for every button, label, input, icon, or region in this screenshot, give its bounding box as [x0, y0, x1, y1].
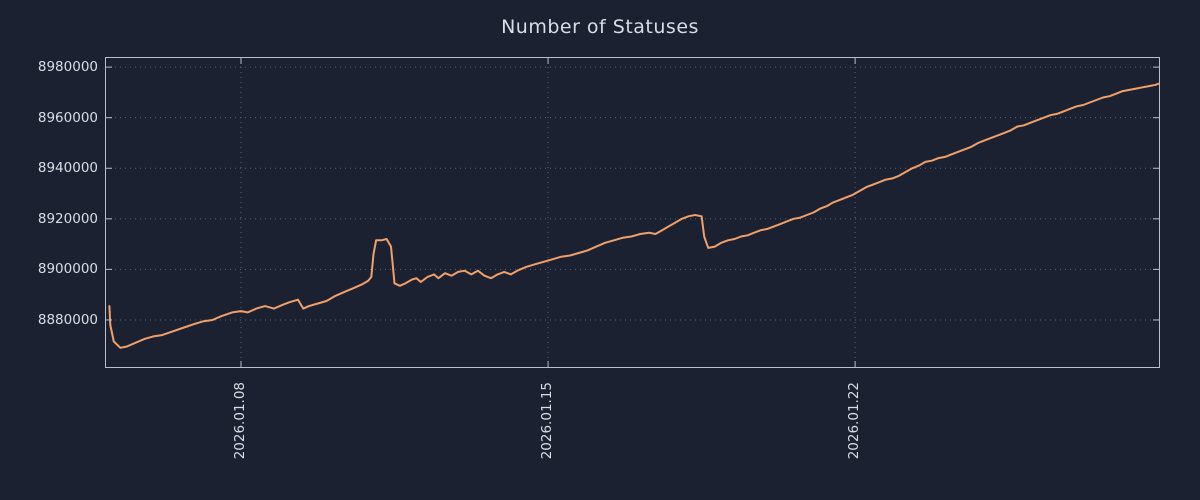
y-tick-label: 8880000 [37, 311, 98, 328]
x-tick-label: 2026.01.15 [539, 382, 556, 460]
y-tick-label: 8960000 [37, 109, 98, 126]
x-tick-label: 2026.01.08 [231, 382, 248, 460]
y-tick-label: 8980000 [37, 59, 98, 76]
chart-title: Number of Statuses [501, 16, 699, 38]
plot-canvas [105, 57, 1160, 368]
plot-border [105, 57, 1160, 368]
y-tick-label: 8900000 [37, 261, 98, 278]
y-tick-label: 8920000 [37, 210, 98, 227]
x-tick-label: 2026.01.22 [846, 382, 863, 460]
y-tick-label: 8940000 [37, 160, 98, 177]
data-line-statuses [108, 82, 1160, 349]
plot-area [105, 57, 1160, 368]
